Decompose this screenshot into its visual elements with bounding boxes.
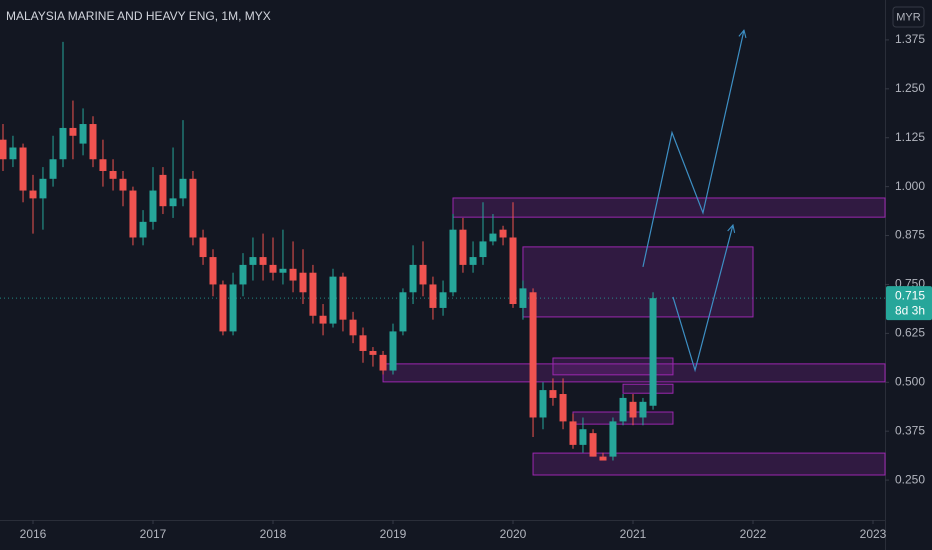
candle-body <box>329 276 337 324</box>
candle-body <box>589 433 597 457</box>
candle-body <box>349 319 357 336</box>
y-tick-label: 1.000 <box>895 179 925 193</box>
x-tick-label: 2017 <box>140 527 167 541</box>
candle-body <box>299 272 307 293</box>
candle-body <box>389 331 397 371</box>
candle-body <box>39 178 47 199</box>
candle-body <box>289 268 297 281</box>
candle-body <box>189 178 197 238</box>
candle-body <box>459 229 467 265</box>
candle-body <box>559 394 567 422</box>
candle-body <box>269 264 277 273</box>
candle-body <box>649 298 657 406</box>
candle-body <box>359 335 367 351</box>
candle-body <box>59 127 67 160</box>
candle-body <box>399 292 407 332</box>
candle-body <box>469 257 477 265</box>
candle-body <box>169 198 177 207</box>
candle-body <box>219 284 227 332</box>
currency-box[interactable] <box>892 6 925 28</box>
y-tick-label: 0.875 <box>895 228 925 242</box>
candle-body <box>619 397 627 422</box>
candle-body <box>379 354 387 371</box>
x-tick-label: 2022 <box>740 527 767 541</box>
x-tick-label: 2021 <box>620 527 647 541</box>
y-tick-label: 0.625 <box>895 326 925 340</box>
y-tick-label: 0.375 <box>895 423 925 437</box>
y-tick-label: 1.250 <box>895 81 925 95</box>
y-tick-label: 0.250 <box>895 472 925 486</box>
price-label: 0.715 <box>895 288 925 302</box>
candle-body <box>109 170 117 179</box>
x-tick-label: 2016 <box>20 527 47 541</box>
candle-body <box>579 429 587 445</box>
arrow <box>672 225 733 373</box>
candle-body <box>309 272 317 316</box>
candle-body <box>159 174 167 207</box>
candle-body <box>639 401 647 418</box>
candle-body <box>89 124 97 160</box>
candle-body <box>609 421 617 457</box>
candle-body <box>79 124 87 144</box>
candle-body <box>139 221 147 238</box>
x-tick-label: 2018 <box>260 527 287 541</box>
candle-body <box>629 401 637 418</box>
candle-body <box>279 268 287 273</box>
candle-body <box>509 237 517 305</box>
candle-body <box>449 229 457 293</box>
zone <box>532 452 886 476</box>
candle-body <box>119 178 127 191</box>
price-label-box <box>886 286 932 321</box>
candle-body <box>519 288 527 308</box>
candle-body <box>69 127 77 136</box>
candle-body <box>319 315 327 324</box>
zone <box>552 357 674 376</box>
candle-body <box>339 276 347 320</box>
currency-label: MYR <box>896 11 921 23</box>
candle-body <box>259 257 267 265</box>
candle-body <box>599 456 607 461</box>
y-tick-label: 0.500 <box>895 374 925 388</box>
candle-body <box>29 190 37 199</box>
candle-body <box>199 237 207 258</box>
x-tick-label: 2019 <box>380 527 407 541</box>
candle-body <box>439 292 447 308</box>
candle-body <box>549 390 557 398</box>
candle-body <box>49 159 57 179</box>
candle-body <box>149 190 157 222</box>
countdown-label: 8d 3h <box>895 303 925 317</box>
candle-body <box>19 147 27 191</box>
candle-body <box>479 241 487 258</box>
candle-body <box>9 147 17 160</box>
candle-body <box>249 257 257 265</box>
zone <box>622 383 674 394</box>
candle-body <box>569 421 577 445</box>
candle-body <box>239 264 247 285</box>
candle-body <box>369 350 377 355</box>
candle-body <box>429 284 437 308</box>
candle-body <box>499 229 507 238</box>
candle-body <box>489 233 497 242</box>
candle-body <box>539 390 547 418</box>
chart-title: MALAYSIA MARINE AND HEAVY ENG, 1M, MYX <box>6 9 271 23</box>
candle-body <box>409 264 417 293</box>
zone <box>522 246 754 318</box>
arrow <box>642 30 744 267</box>
candle-body <box>179 178 187 199</box>
x-tick-label: 2023 <box>860 527 887 541</box>
y-tick-label: 1.125 <box>895 130 925 144</box>
candle-body <box>99 159 107 171</box>
candle-body <box>129 190 137 238</box>
candle-body <box>529 292 537 418</box>
candle-body <box>229 284 237 332</box>
candle-body <box>419 264 427 285</box>
candle-body <box>209 257 217 285</box>
zone <box>452 197 886 218</box>
candle-body <box>0 139 7 160</box>
x-tick-label: 2020 <box>500 527 527 541</box>
y-tick-label: 1.375 <box>895 32 925 46</box>
